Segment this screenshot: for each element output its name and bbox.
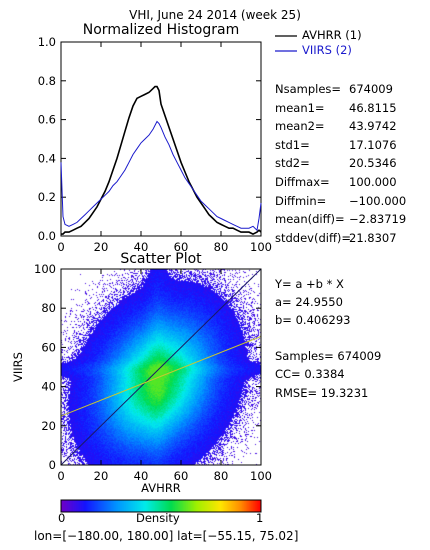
page-title: VHI, June 24 2014 (week 25) [129, 8, 301, 22]
stat-value: 674009 [349, 82, 393, 96]
hist-y-tick-label: 0.2 [38, 190, 56, 204]
scatter-x-tick-label: 20 [94, 469, 109, 483]
regression-b: b= 0.406293 [275, 313, 351, 327]
hist-x-tick-label: 40 [134, 240, 149, 254]
scatter-x-tick-label: 80 [214, 469, 229, 483]
hist-x-tick-label: 80 [214, 240, 229, 254]
regression-samples: Samples= 674009 [275, 349, 382, 363]
stat-label: Diffmin= [275, 193, 327, 208]
scatter-x-tick-label: 100 [250, 469, 272, 483]
stat-value: 46.8115 [349, 100, 397, 115]
scatter-x-tick-label: 60 [174, 469, 189, 483]
scatter-y-tick-label: 0 [49, 458, 56, 472]
histogram-series-viirs [60, 120, 262, 232]
stat-value: −100.000 [349, 193, 407, 208]
hist-y-tick-label: 0.0 [38, 229, 56, 243]
scatter-y-tick-label: 100 [34, 262, 56, 276]
stat-label: std2= [275, 156, 310, 171]
hist-x-tick-label: 60 [174, 240, 189, 254]
hist-x-tick-label: 0 [57, 240, 64, 254]
stat-value: 20.5346 [349, 156, 397, 171]
regression-a: a= 24.9550 [275, 295, 343, 309]
colorbar [61, 500, 261, 512]
stat-label: Nsamples= [275, 82, 342, 96]
scatter-fit-line [60, 335, 262, 417]
stat-label: mean(diff)= [275, 212, 345, 227]
hist-y-tick-label: 0.6 [38, 113, 56, 127]
regression-equation: Y= a +b * X [275, 277, 344, 291]
colorbar-max-label: 1 [256, 511, 264, 525]
hist-y-tick-label: 0.4 [38, 151, 56, 165]
scatter-title: Scatter Plot [120, 251, 202, 267]
stat-label: Diffmax= [275, 175, 330, 189]
scatter-y-tick-label: 40 [41, 380, 56, 394]
regression-cc: CC= 0.3384 [275, 367, 345, 381]
hist-y-tick-label: 0.8 [38, 74, 56, 88]
stat-label: std1= [275, 137, 310, 152]
colorbar-label: Density [136, 511, 180, 525]
stat-value: 43.9742 [349, 119, 397, 134]
legend-label-viirs: VIIRS (2) [302, 43, 352, 57]
histogram-series-avhrr [61, 85, 262, 235]
hist-y-tick-label: 1.0 [38, 35, 56, 49]
colorbar-min-label: 0 [58, 511, 66, 525]
stat-label: mean1= [275, 100, 325, 115]
scatter-frame [60, 268, 262, 466]
scatter-y-axis-label: VIIRS [11, 352, 25, 382]
scatter-y-tick-label: 80 [41, 301, 56, 315]
scatter-y-tick-label: 20 [41, 419, 56, 433]
stat-value: −2.83719 [349, 212, 407, 227]
scatter-y-tick-label: 60 [41, 340, 56, 354]
stat-label: stddev(diff)= [275, 230, 352, 245]
scatter-x-axis-label: AVHRR [141, 481, 181, 495]
legend-label-avhrr: AVHRR (1) [302, 28, 362, 42]
scatter-identity-line [60, 268, 262, 466]
histogram-title: Normalized Histogram [82, 22, 240, 38]
stat-value: 21.8307 [349, 230, 397, 245]
stat-value: 17.1076 [349, 137, 397, 152]
colorbar-border [60, 499, 262, 513]
scatter-x-tick-label: 40 [134, 469, 149, 483]
stat-value: 100.000 [349, 175, 397, 189]
scatter-x-tick-label: 0 [57, 469, 64, 483]
stat-label: mean2= [275, 119, 325, 134]
hist-x-tick-label: 100 [250, 240, 272, 254]
lon-lat-range: lon=[−180.00, 180.00] lat=[−55.15, 75.02… [34, 529, 299, 543]
histogram-frame [60, 41, 262, 237]
hist-x-tick-label: 20 [94, 240, 109, 254]
regression-rmse: RMSE= 19.3231 [275, 386, 369, 400]
